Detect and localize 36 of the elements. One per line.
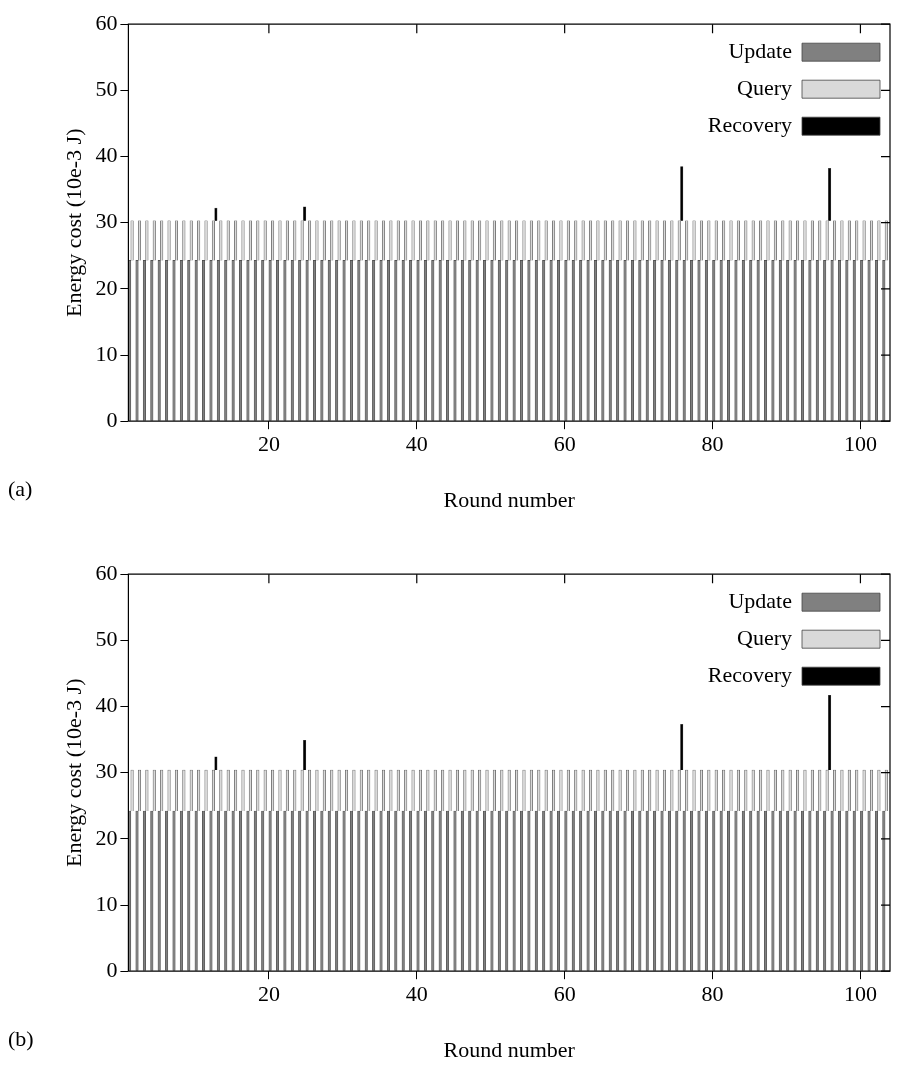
y-tick-label: 20 [95,274,118,300]
y-axis-title: Energy cost (10e-3 J) [60,128,86,317]
y-tick-label: 50 [95,76,118,102]
y-tick-label: 10 [95,340,118,366]
legend-label: Query [737,74,792,100]
x-tick-label: 80 [701,981,724,1007]
x-tick-label: 40 [405,981,428,1007]
legend-label: Update [728,37,792,63]
y-tick-label: 30 [95,208,118,234]
y-tick-label: 10 [95,890,118,916]
y-tick-label: 60 [95,9,118,35]
y-tick-label: 50 [95,626,118,652]
y-tick-label: 20 [95,824,118,850]
legend-label: Recovery [707,111,792,137]
y-tick-label: 40 [95,142,118,168]
y-tick-label: 40 [95,692,118,718]
x-tick-label: 60 [553,981,576,1007]
x-tick-label: 100 [843,981,877,1007]
x-tick-label: 40 [405,431,428,457]
legend-label: Update [728,587,792,613]
legend-label: Query [737,624,792,650]
text: (a) [8,476,33,502]
x-axis-title: Round number [443,1036,576,1062]
x-axis-title: Round number [443,486,576,512]
y-axis-title: Energy cost (10e-3 J) [60,678,86,867]
text: (b) [8,1026,34,1052]
x-tick-label: 20 [257,431,280,457]
x-tick-label: 100 [843,431,877,457]
y-tick-label: 0 [106,956,118,982]
y-tick-label: 30 [95,758,118,784]
x-tick-label: 20 [257,981,280,1007]
x-tick-label: 60 [553,431,576,457]
legend-label: Recovery [707,661,792,687]
x-tick-label: 80 [701,431,724,457]
y-tick-label: 60 [95,559,118,585]
y-tick-label: 0 [106,406,118,432]
